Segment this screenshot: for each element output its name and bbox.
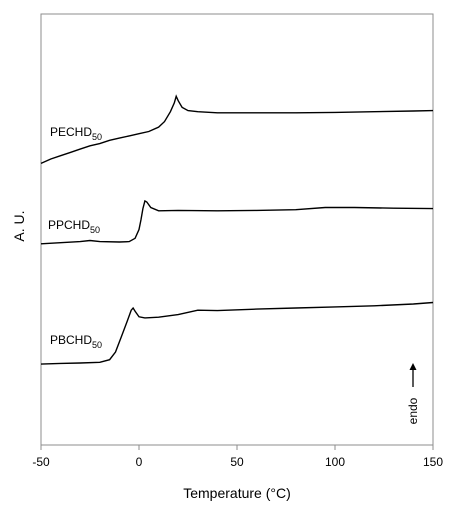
- series-label-pechd: PECHD50: [50, 125, 102, 142]
- series-curve-pbchd: [40, 301, 434, 365]
- series-label-subscript: 50: [92, 132, 102, 142]
- x-tick-label: 50: [230, 455, 244, 469]
- series-label-subscript: 50: [92, 340, 102, 350]
- x-axis-ticks: [40, 445, 434, 450]
- series-label-pbchd: PBCHD50: [50, 333, 102, 350]
- series-label-subscript: 50: [90, 225, 100, 235]
- series-label-name: PECHD: [50, 125, 92, 139]
- x-tick-label: 0: [136, 455, 143, 469]
- x-axis-tick-labels: -50 0 50 100 150: [32, 455, 443, 469]
- series-curve-pechd: [40, 94, 434, 165]
- series-curve-ppchd: [40, 199, 434, 245]
- x-tick-label: -50: [32, 455, 50, 469]
- endo-annotation: endo: [406, 363, 420, 424]
- endo-label: endo: [406, 397, 420, 424]
- series-label-name: PBCHD: [50, 333, 92, 347]
- endo-arrow-icon: [409, 363, 417, 370]
- series-curves: [40, 94, 434, 365]
- series-label-name: PPCHD: [48, 218, 90, 232]
- x-tick-label: 150: [423, 455, 443, 469]
- x-tick-label: 100: [325, 455, 345, 469]
- series-label-ppchd: PPCHD50: [48, 218, 100, 235]
- y-axis-title: A. U.: [11, 210, 27, 241]
- x-axis-title: Temperature (°C): [183, 485, 291, 501]
